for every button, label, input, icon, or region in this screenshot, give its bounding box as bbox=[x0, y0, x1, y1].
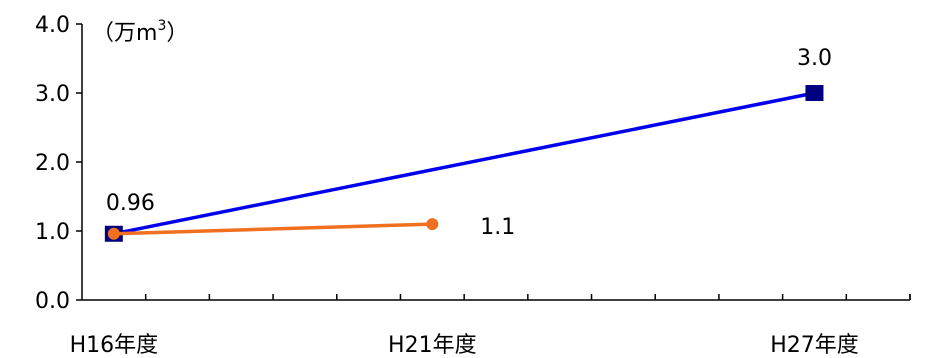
y-tick-label: 2.0 bbox=[35, 151, 70, 176]
data-point bbox=[107, 227, 120, 240]
y-tick-label: 0.0 bbox=[35, 289, 70, 314]
y-tick-label: 3.0 bbox=[35, 82, 70, 107]
x-axis: H16年度 H21年度 H27年度 bbox=[70, 294, 911, 358]
series-line bbox=[113, 222, 433, 236]
x-tick-label: H27年度 bbox=[770, 333, 859, 358]
x-tick-label: H21年度 bbox=[388, 333, 477, 358]
y-unit-label: （万m3） bbox=[92, 18, 188, 46]
data-label: 1.1 bbox=[480, 215, 515, 240]
data-label: 3.0 bbox=[797, 46, 832, 71]
y-tick-label: 4.0 bbox=[35, 13, 70, 38]
series-1 bbox=[104, 85, 824, 242]
y-axis: 4.0 3.0 2.0 1.0 0.0 bbox=[35, 13, 83, 314]
y-tick-label: 1.0 bbox=[35, 220, 70, 245]
data-point bbox=[426, 218, 439, 231]
x-tick-label: H16年度 bbox=[70, 333, 159, 358]
data-label: 0.96 bbox=[106, 191, 155, 216]
series-line bbox=[113, 91, 815, 236]
series-2 bbox=[107, 218, 439, 240]
series-layer: 3.0 0.96 1.1 bbox=[104, 46, 832, 242]
data-point bbox=[805, 85, 824, 101]
